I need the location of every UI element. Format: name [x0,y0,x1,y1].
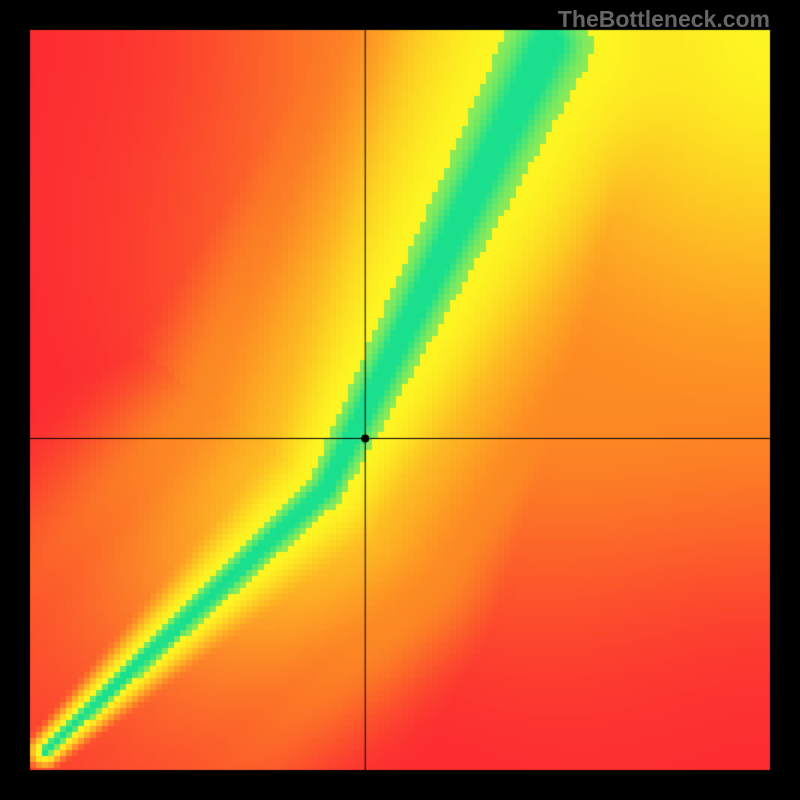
watermark-text: TheBottleneck.com [558,6,770,33]
bottleneck-heatmap [0,0,800,800]
